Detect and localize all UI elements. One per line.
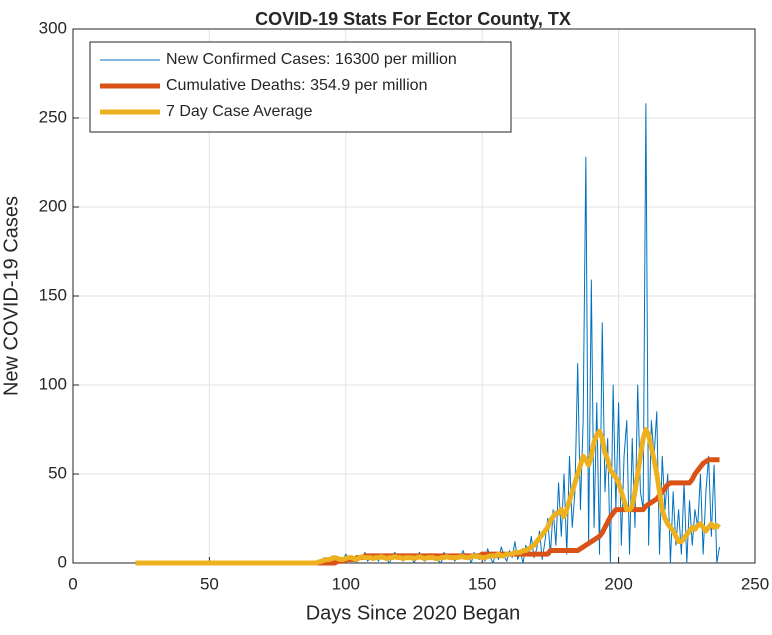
y-tick-label: 50 xyxy=(48,463,67,482)
x-axis-label: Days Since 2020 Began xyxy=(306,602,521,624)
y-tick-label: 150 xyxy=(39,285,67,304)
data-line xyxy=(135,103,721,564)
legend-label: New Confirmed Cases: 16300 per million xyxy=(166,51,457,68)
x-tick-label: 0 xyxy=(68,574,77,593)
x-tick-label: 100 xyxy=(332,574,360,593)
x-tick-label: 200 xyxy=(604,574,632,593)
data-line xyxy=(135,427,721,566)
legend: New Confirmed Cases: 16300 per million Cu… xyxy=(89,41,512,133)
legend-box xyxy=(89,41,512,133)
y-axis-label: New COVID-19 Cases xyxy=(0,196,22,396)
legend-label: 7 Day Case Average xyxy=(166,103,313,120)
y-tick-label: 100 xyxy=(39,374,67,393)
y-tick-label: 250 xyxy=(39,107,67,126)
chart-title: COVID-19 Stats For Ector County, TX xyxy=(255,9,571,29)
legend-label: Cumulative Deaths: 354.9 per million xyxy=(166,77,427,94)
data-line xyxy=(135,457,720,566)
x-tick-label: 50 xyxy=(200,574,219,593)
y-tick-label: 300 xyxy=(39,18,67,37)
y-tick-label: 200 xyxy=(39,196,67,215)
y-tick-label: 0 xyxy=(58,552,67,571)
x-tick-label: 250 xyxy=(741,574,769,593)
x-tick-label: 150 xyxy=(468,574,496,593)
